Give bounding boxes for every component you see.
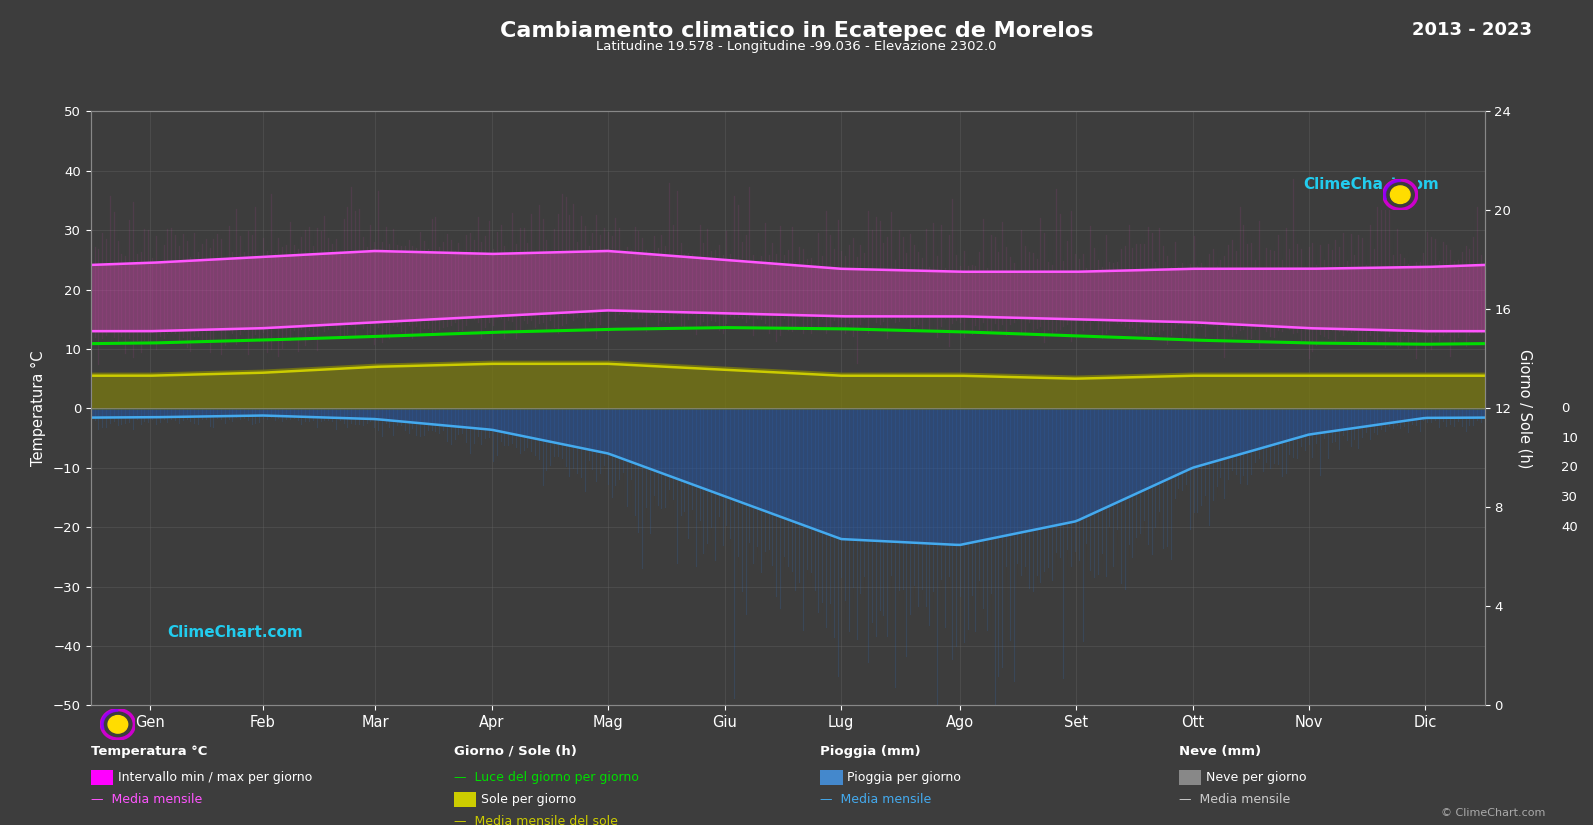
Text: —  Luce del giorno per giorno: — Luce del giorno per giorno [454,771,639,784]
Text: 30: 30 [1561,491,1579,504]
Text: 2013 - 2023: 2013 - 2023 [1413,21,1532,39]
Y-axis label: Giorno / Sole (h): Giorno / Sole (h) [1517,349,1532,468]
Wedge shape [102,710,118,729]
Text: Intervallo min / max per giorno: Intervallo min / max per giorno [118,771,312,784]
Text: Pioggia (mm): Pioggia (mm) [820,745,921,758]
Text: 40: 40 [1561,521,1579,534]
Text: Giorno / Sole (h): Giorno / Sole (h) [454,745,577,758]
Text: Neve (mm): Neve (mm) [1179,745,1262,758]
Text: —  Media mensile: — Media mensile [1179,793,1290,806]
Text: 20: 20 [1561,461,1579,474]
Text: Temperatura °C: Temperatura °C [91,745,207,758]
Circle shape [1391,186,1410,204]
Wedge shape [1384,180,1400,200]
Y-axis label: Temperatura °C: Temperatura °C [32,351,46,466]
Text: ClimeChart.com: ClimeChart.com [1303,177,1438,191]
Text: Cambiamento climatico in Ecatepec de Morelos: Cambiamento climatico in Ecatepec de Mor… [500,21,1093,40]
Text: —  Media mensile del sole: — Media mensile del sole [454,815,618,825]
Text: —  Media mensile: — Media mensile [820,793,932,806]
Circle shape [108,715,127,733]
Text: 10: 10 [1561,431,1579,445]
Text: Latitudine 19.578 - Longitudine -99.036 - Elevazione 2302.0: Latitudine 19.578 - Longitudine -99.036 … [596,40,997,53]
Text: Neve per giorno: Neve per giorno [1206,771,1306,784]
Text: © ClimeChart.com: © ClimeChart.com [1440,808,1545,818]
Text: ClimeChart.com: ClimeChart.com [167,625,303,640]
Text: 0: 0 [1561,402,1569,415]
Text: —  Media mensile: — Media mensile [91,793,202,806]
Text: Sole per giorno: Sole per giorno [481,793,577,806]
Text: Pioggia per giorno: Pioggia per giorno [847,771,961,784]
